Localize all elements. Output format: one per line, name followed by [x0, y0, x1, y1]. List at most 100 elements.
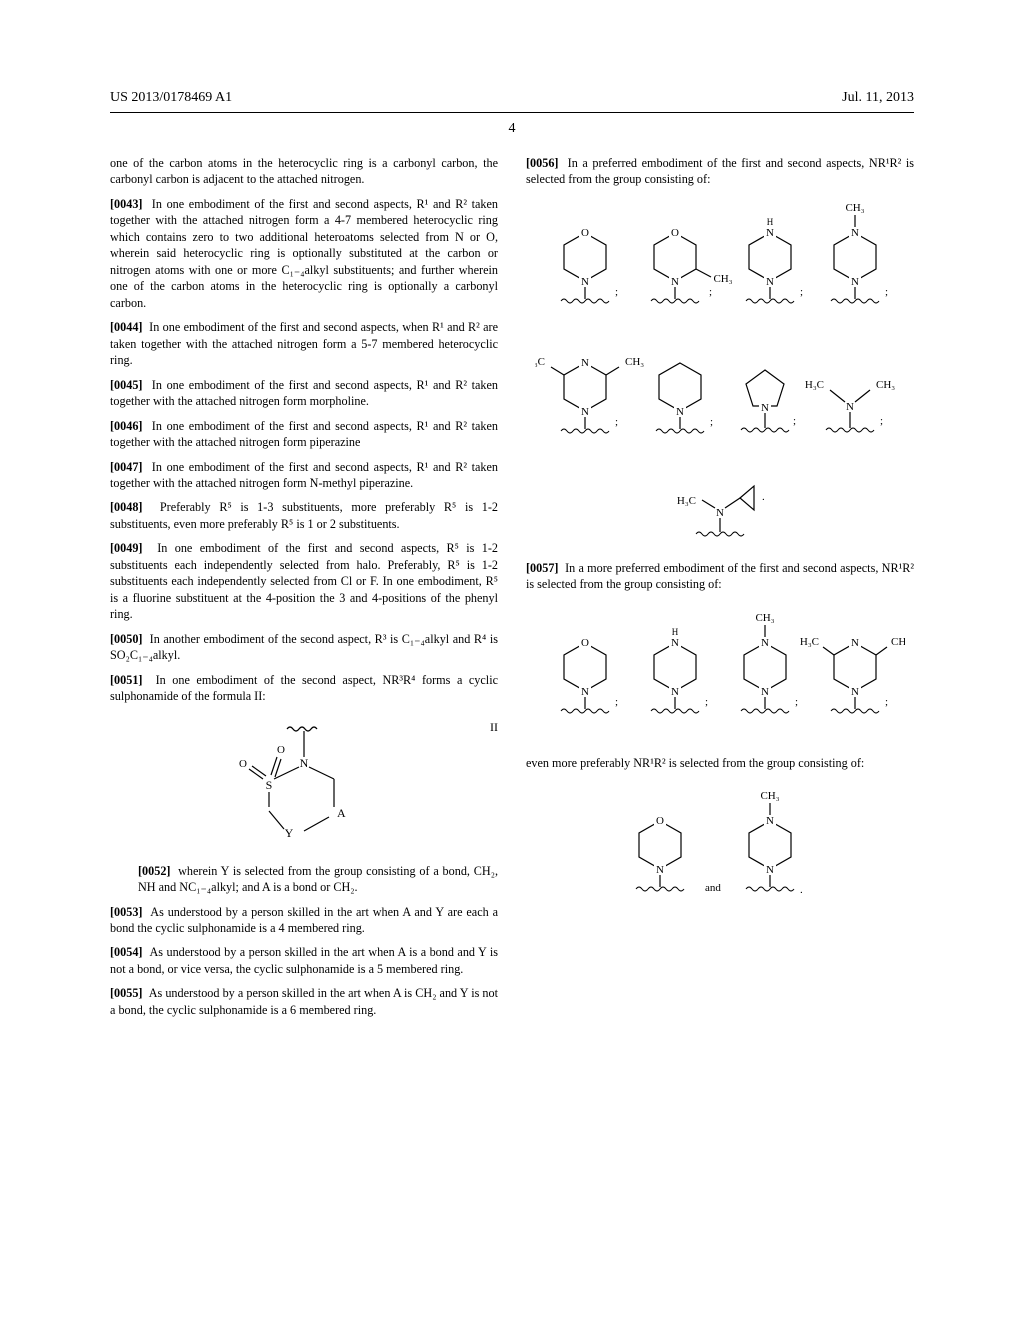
svg-text:;: ; [793, 415, 796, 427]
svg-text:N: N [716, 507, 724, 519]
svg-text:H₃C: H₃C [800, 636, 819, 648]
para-num: [0053] [110, 905, 143, 919]
para-continuation: one of the carbon atoms in the heterocyc… [110, 155, 498, 188]
para-0044: [0044] In one embodiment of the first an… [110, 319, 498, 368]
para-0056: [0056] In a preferred embodiment of the … [526, 155, 914, 188]
svg-text:;: ; [615, 416, 618, 428]
svg-text:A: A [337, 806, 346, 820]
svg-text:N: N [671, 686, 679, 698]
para-num: [0043] [110, 197, 143, 211]
svg-text:N: N [761, 637, 769, 649]
svg-text:N: N [581, 276, 589, 288]
content-columns: one of the carbon atoms in the heterocyc… [0, 155, 1024, 1026]
para-0053: [0053] As understood by a person skilled… [110, 904, 498, 937]
chem-group-2: O N ; N H N ; [526, 607, 914, 737]
svg-text:N: N [766, 276, 774, 288]
svg-text:O: O [656, 815, 664, 827]
svg-text:O: O [581, 227, 589, 239]
svg-text:N: N [671, 637, 679, 649]
svg-text:N: N [851, 637, 859, 649]
svg-text:N: N [851, 227, 859, 239]
svg-text:;: ; [880, 415, 883, 427]
para-text: In one embodiment of the second aspect, … [110, 673, 498, 703]
svg-text:;: ; [795, 696, 798, 708]
para-num: [0047] [110, 460, 143, 474]
para-0046: [0046] In one embodiment of the first an… [110, 418, 498, 451]
para-num: [0054] [110, 945, 143, 959]
para-0052: [0052] wherein Y is selected from the gr… [110, 863, 498, 896]
svg-text:S: S [266, 778, 273, 792]
para-0057: [0057] In a more preferred embodiment of… [526, 560, 914, 593]
svg-text:N: N [851, 276, 859, 288]
svg-text:;: ; [885, 286, 888, 298]
svg-text:;: ; [705, 696, 708, 708]
svg-text:CH₃: CH₃ [845, 202, 864, 214]
svg-text:N: N [766, 815, 774, 827]
svg-text:CH₃: CH₃ [760, 790, 779, 802]
para-0049: [0049] In one embodiment of the first an… [110, 540, 498, 622]
para-num: [0048] [110, 500, 143, 514]
and-label: and [705, 882, 721, 894]
para-text: wherein Y is selected from the group con… [138, 864, 498, 894]
page-number: 4 [0, 121, 1024, 137]
para-text: As understood by a person skilled in the… [110, 945, 498, 975]
para-text: As understood by a person skilled in the… [110, 905, 498, 935]
para-0055: [0055] As understood by a person skilled… [110, 985, 498, 1018]
svg-text:N: N [851, 686, 859, 698]
svg-text:;: ; [800, 286, 803, 298]
publication-date: Jul. 11, 2013 [842, 90, 914, 106]
svg-text:N: N [761, 686, 769, 698]
left-column: one of the carbon atoms in the heterocyc… [110, 155, 498, 1026]
para-0051: [0051] In one embodiment of the second a… [110, 672, 498, 705]
formula-II-structure: N A Y S O [229, 719, 379, 849]
svg-text:N: N [846, 401, 854, 413]
svg-text:N: N [300, 756, 309, 770]
formula-label: II [490, 719, 498, 735]
svg-text:O: O [671, 227, 679, 239]
para-text: In one embodiment of the first and secon… [110, 419, 498, 449]
svg-text:;: ; [615, 696, 618, 708]
svg-text:O: O [239, 758, 247, 770]
para-text: In one embodiment of the first and secon… [110, 378, 498, 408]
svg-text:N: N [671, 276, 679, 288]
para-text: In one embodiment of the first and secon… [110, 460, 498, 490]
chem-group-3-svg: O N and N CH₃ N [590, 785, 850, 915]
publication-number: US 2013/0178469 A1 [110, 90, 232, 106]
svg-text:H₃C: H₃C [805, 379, 824, 391]
para-even-more: even more preferably NR¹R² is selected f… [526, 755, 914, 771]
chem-group-3: O N and N CH₃ N [526, 785, 914, 915]
para-0050: [0050] In another embodiment of the seco… [110, 631, 498, 664]
para-0054: [0054] As understood by a person skilled… [110, 944, 498, 977]
header-rule [110, 112, 914, 113]
svg-text:;: ; [885, 696, 888, 708]
svg-text:N: N [676, 406, 684, 418]
chem-group-2-svg: O N ; N H N ; [535, 607, 905, 737]
para-num: [0052] [138, 864, 171, 878]
para-num: [0051] [110, 673, 143, 687]
para-0047: [0047] In one embodiment of the first an… [110, 459, 498, 492]
para-text: Preferably R⁵ is 1-3 substituents, more … [110, 500, 498, 530]
para-num: [0045] [110, 378, 143, 392]
svg-text:CH₃: CH₃ [755, 612, 774, 624]
para-text: In a more preferred embodiment of the fi… [526, 561, 914, 591]
para-text: In one embodiment of the first and secon… [110, 197, 498, 310]
chem-group-1: O N ; O N CH₃ [526, 202, 914, 542]
para-0043: [0043] In one embodiment of the first an… [110, 196, 498, 311]
svg-text:H₃C: H₃C [677, 495, 696, 507]
svg-text:N: N [581, 357, 589, 369]
svg-text:CH₃: CH₃ [713, 273, 732, 285]
para-text: In another embodiment of the second aspe… [110, 632, 498, 662]
para-text: As understood by a person skilled in the… [110, 986, 498, 1016]
para-num: [0050] [110, 632, 143, 646]
svg-text:.: . [800, 884, 803, 896]
para-text: In one embodiment of the first and secon… [110, 541, 498, 621]
svg-text:N: N [766, 864, 774, 876]
page-header: US 2013/0178469 A1 Jul. 11, 2013 [0, 0, 1024, 112]
svg-text:H: H [767, 217, 774, 227]
svg-text:CH₃: CH₃ [876, 379, 895, 391]
svg-text:.: . [762, 491, 765, 503]
svg-text:O: O [277, 744, 285, 756]
formula-II-block: II N A Y S [110, 719, 498, 849]
svg-text:H₃C: H₃C [535, 356, 545, 368]
svg-text:N: N [656, 864, 664, 876]
